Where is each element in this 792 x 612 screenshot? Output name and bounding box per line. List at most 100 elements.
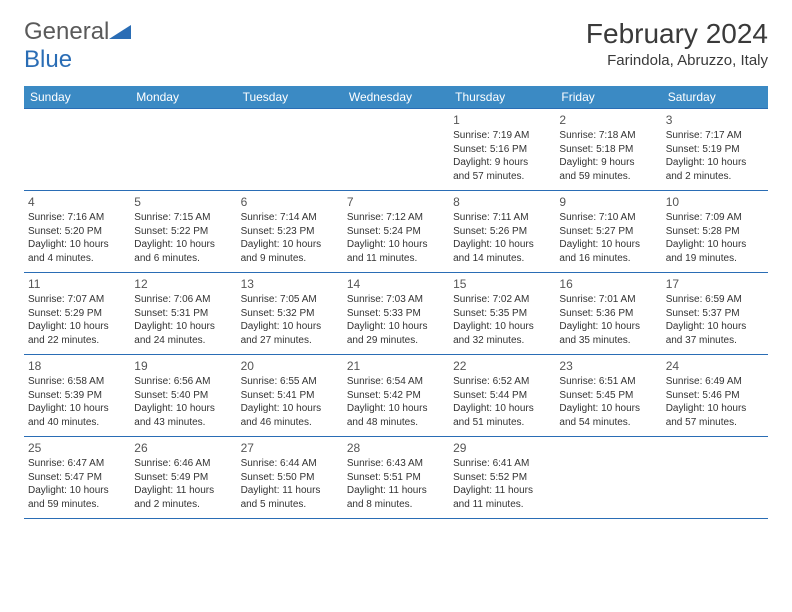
calendar-day-cell: 13Sunrise: 7:05 AMSunset: 5:32 PMDayligh… [237,273,343,355]
logo-text: General Blue [24,18,131,74]
day-info-line: and 24 minutes. [134,334,232,348]
day-info-line: Daylight: 10 hours [453,238,551,252]
day-number: 14 [347,276,445,292]
day-number: 29 [453,440,551,456]
logo: General Blue [24,18,131,74]
day-info-line: and 48 minutes. [347,416,445,430]
calendar-day-cell: 8Sunrise: 7:11 AMSunset: 5:26 PMDaylight… [449,191,555,273]
day-info-line: Daylight: 11 hours [241,484,339,498]
day-info-line: Sunrise: 7:19 AM [453,129,551,143]
day-number: 18 [28,358,126,374]
day-info-line: Sunset: 5:33 PM [347,307,445,321]
day-info-line: Daylight: 10 hours [134,402,232,416]
day-info-line: Sunrise: 6:54 AM [347,375,445,389]
calendar-day-cell: 1Sunrise: 7:19 AMSunset: 5:16 PMDaylight… [449,109,555,191]
day-info-line: and 46 minutes. [241,416,339,430]
day-info-line: Daylight: 10 hours [347,320,445,334]
day-info-line: Sunset: 5:31 PM [134,307,232,321]
day-info-line: and 54 minutes. [559,416,657,430]
calendar-day-cell: 7Sunrise: 7:12 AMSunset: 5:24 PMDaylight… [343,191,449,273]
day-info-line: Sunset: 5:27 PM [559,225,657,239]
day-info-line: and 59 minutes. [28,498,126,512]
day-info-line: Daylight: 10 hours [28,320,126,334]
weekday-header-row: SundayMondayTuesdayWednesdayThursdayFrid… [24,86,768,109]
calendar-day-cell: 18Sunrise: 6:58 AMSunset: 5:39 PMDayligh… [24,355,130,437]
weekday-header: Tuesday [237,86,343,109]
calendar-table: SundayMondayTuesdayWednesdayThursdayFrid… [24,86,768,519]
day-info-line: Daylight: 10 hours [559,238,657,252]
calendar-empty-cell [343,109,449,191]
day-info-line: Daylight: 10 hours [559,402,657,416]
day-info-line: Sunset: 5:32 PM [241,307,339,321]
day-info-line: Sunrise: 7:17 AM [666,129,764,143]
day-info-line: Sunrise: 7:11 AM [453,211,551,225]
calendar-day-cell: 12Sunrise: 7:06 AMSunset: 5:31 PMDayligh… [130,273,236,355]
day-info-line: Sunset: 5:20 PM [28,225,126,239]
day-info-line: Sunrise: 7:02 AM [453,293,551,307]
day-info-line: Sunset: 5:39 PM [28,389,126,403]
day-info-line: Sunrise: 6:56 AM [134,375,232,389]
day-info-line: Sunrise: 7:16 AM [28,211,126,225]
calendar-week-row: 1Sunrise: 7:19 AMSunset: 5:16 PMDaylight… [24,109,768,191]
logo-text-2: Blue [24,46,72,73]
day-info-line: Daylight: 10 hours [347,238,445,252]
day-number: 9 [559,194,657,210]
weekday-header: Thursday [449,86,555,109]
day-info-line: and 9 minutes. [241,252,339,266]
day-info-line: Sunrise: 6:51 AM [559,375,657,389]
day-info-line: Sunset: 5:40 PM [134,389,232,403]
day-number: 23 [559,358,657,374]
day-number: 27 [241,440,339,456]
day-info-line: Daylight: 10 hours [241,238,339,252]
day-info-line: Sunrise: 7:05 AM [241,293,339,307]
day-info-line: Daylight: 10 hours [28,402,126,416]
day-number: 12 [134,276,232,292]
calendar-day-cell: 9Sunrise: 7:10 AMSunset: 5:27 PMDaylight… [555,191,661,273]
day-number: 16 [559,276,657,292]
day-number: 6 [241,194,339,210]
day-info-line: Sunset: 5:49 PM [134,471,232,485]
day-info-line: and 4 minutes. [28,252,126,266]
calendar-week-row: 18Sunrise: 6:58 AMSunset: 5:39 PMDayligh… [24,355,768,437]
calendar-day-cell: 19Sunrise: 6:56 AMSunset: 5:40 PMDayligh… [130,355,236,437]
day-info-line: Sunrise: 7:15 AM [134,211,232,225]
day-info-line: and 6 minutes. [134,252,232,266]
day-info-line: Sunset: 5:44 PM [453,389,551,403]
day-info-line: Daylight: 10 hours [241,402,339,416]
day-number: 2 [559,112,657,128]
calendar-day-cell: 2Sunrise: 7:18 AMSunset: 5:18 PMDaylight… [555,109,661,191]
calendar-day-cell: 5Sunrise: 7:15 AMSunset: 5:22 PMDaylight… [130,191,236,273]
day-info-line: Daylight: 10 hours [241,320,339,334]
weekday-header: Saturday [662,86,768,109]
day-info-line: Sunset: 5:52 PM [453,471,551,485]
calendar-week-row: 11Sunrise: 7:07 AMSunset: 5:29 PMDayligh… [24,273,768,355]
calendar-day-cell: 26Sunrise: 6:46 AMSunset: 5:49 PMDayligh… [130,437,236,519]
day-info-line: Daylight: 10 hours [666,402,764,416]
day-info-line: Sunrise: 7:12 AM [347,211,445,225]
day-info-line: Sunset: 5:42 PM [347,389,445,403]
calendar-week-row: 25Sunrise: 6:47 AMSunset: 5:47 PMDayligh… [24,437,768,519]
day-info-line: Sunrise: 7:09 AM [666,211,764,225]
day-info-line: Sunrise: 7:18 AM [559,129,657,143]
day-info-line: Sunrise: 6:49 AM [666,375,764,389]
logo-triangle-icon [109,18,131,46]
day-info-line: and 59 minutes. [559,170,657,184]
day-number: 22 [453,358,551,374]
day-info-line: Daylight: 10 hours [453,402,551,416]
day-info-line: Sunrise: 7:07 AM [28,293,126,307]
calendar-day-cell: 25Sunrise: 6:47 AMSunset: 5:47 PMDayligh… [24,437,130,519]
day-info-line: and 2 minutes. [666,170,764,184]
calendar-day-cell: 20Sunrise: 6:55 AMSunset: 5:41 PMDayligh… [237,355,343,437]
calendar-day-cell: 22Sunrise: 6:52 AMSunset: 5:44 PMDayligh… [449,355,555,437]
calendar-day-cell: 16Sunrise: 7:01 AMSunset: 5:36 PMDayligh… [555,273,661,355]
day-info-line: Sunset: 5:22 PM [134,225,232,239]
day-info-line: Sunrise: 6:58 AM [28,375,126,389]
day-info-line: Sunrise: 7:14 AM [241,211,339,225]
day-number: 4 [28,194,126,210]
calendar-day-cell: 23Sunrise: 6:51 AMSunset: 5:45 PMDayligh… [555,355,661,437]
day-number: 15 [453,276,551,292]
day-info-line: Daylight: 10 hours [28,238,126,252]
day-info-line: Sunrise: 6:59 AM [666,293,764,307]
day-info-line: Sunset: 5:24 PM [347,225,445,239]
day-info-line: and 51 minutes. [453,416,551,430]
